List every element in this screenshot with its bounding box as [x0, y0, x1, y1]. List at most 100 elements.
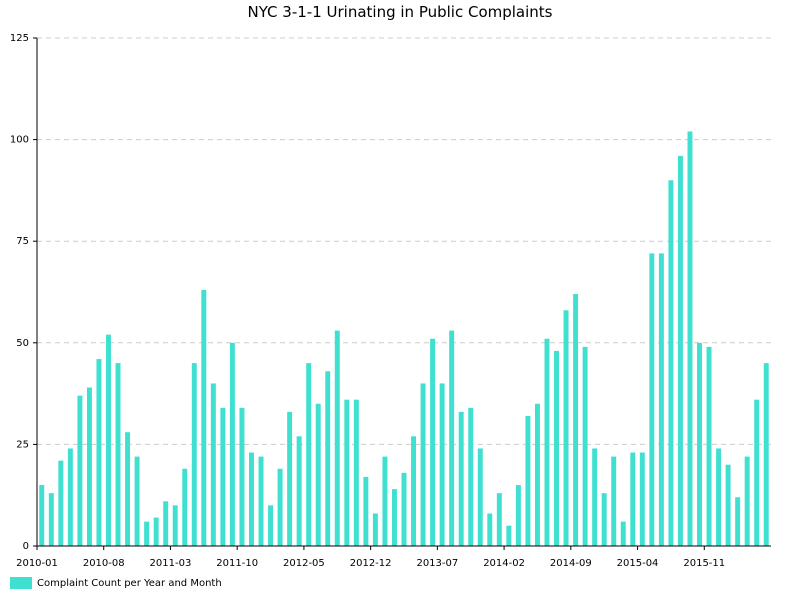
bar [716, 448, 722, 546]
bar [430, 338, 436, 546]
bar [315, 403, 321, 546]
bar [239, 407, 245, 546]
bar [163, 501, 169, 546]
bar [48, 493, 54, 546]
bar [620, 521, 626, 546]
x-tick-label: 2012-12 [350, 558, 392, 569]
chart-title: NYC 3-1-1 Urinating in Public Complaints [247, 3, 553, 21]
tick-labels: 0 25 50 75 100 125 2010-01 2010-08 2011-03 2011-1… [10, 33, 725, 569]
bar [363, 476, 369, 546]
bar [220, 407, 226, 546]
bar [287, 411, 293, 546]
x-tick-label: 2014-02 [483, 558, 525, 569]
x-tick-label: 2014-09 [550, 558, 592, 569]
bar [420, 383, 426, 546]
bar [182, 468, 188, 546]
x-tick-label: 2011-10 [216, 558, 258, 569]
x-tick-label: 2010-08 [83, 558, 125, 569]
bar [201, 289, 207, 546]
y-tick-label: 0 [23, 541, 29, 552]
bar [382, 456, 388, 546]
bar [725, 464, 731, 546]
y-tick-label: 100 [10, 135, 29, 146]
bar [658, 253, 664, 546]
bar [487, 513, 493, 546]
legend-label: Complaint Count per Year and Month [37, 577, 222, 589]
bar [630, 452, 636, 546]
x-tick-label: 2015-04 [617, 558, 659, 569]
bar [391, 489, 397, 546]
bar [668, 180, 674, 547]
x-tick-label: 2010-01 [16, 558, 58, 569]
bar [477, 448, 483, 546]
y-tick-label: 125 [10, 33, 29, 44]
bar [563, 310, 569, 546]
bar [67, 448, 73, 546]
x-tick-label: 2015-11 [683, 558, 725, 569]
bar [639, 452, 645, 546]
bar [611, 456, 617, 546]
x-tick-label: 2011-03 [150, 558, 192, 569]
bar [77, 395, 83, 546]
bar [592, 448, 598, 546]
bar [744, 456, 750, 546]
axes [33, 37, 771, 550]
bar [697, 342, 702, 546]
bar [649, 253, 655, 546]
legend: Complaint Count per Year and Month [10, 577, 222, 589]
bar [96, 359, 102, 546]
bar [449, 330, 455, 546]
bar [687, 131, 693, 547]
y-tick-label: 25 [16, 439, 29, 450]
bar [277, 468, 283, 546]
bar [573, 294, 579, 546]
bar [334, 330, 340, 546]
bar [544, 338, 550, 546]
y-tick-label: 75 [16, 236, 29, 247]
bar [582, 346, 588, 546]
bar [325, 371, 331, 546]
bar [115, 363, 121, 546]
bar [172, 505, 178, 546]
bar [677, 155, 683, 546]
bar [458, 411, 464, 546]
bar [229, 342, 235, 546]
x-tick-label: 2012-05 [283, 558, 325, 569]
bar [134, 456, 140, 546]
bar [411, 436, 417, 546]
bar [554, 350, 559, 546]
bar [268, 505, 274, 546]
bar [306, 363, 312, 546]
bar [439, 383, 445, 546]
bar [506, 525, 512, 546]
bar [210, 383, 216, 546]
bar [58, 460, 64, 546]
bars [39, 131, 769, 547]
bar [763, 363, 769, 546]
bar [86, 387, 92, 546]
bar [735, 497, 741, 546]
bar [601, 493, 607, 546]
bar [249, 452, 254, 546]
bar [258, 456, 264, 546]
bar [525, 415, 531, 546]
bar [496, 493, 502, 546]
y-tick-label: 50 [16, 338, 29, 349]
bar [706, 346, 712, 546]
bar [515, 485, 521, 546]
bar [153, 517, 159, 546]
bar [191, 363, 197, 546]
legend-swatch [10, 577, 32, 589]
bar [344, 399, 350, 546]
bar [468, 407, 474, 546]
bar [534, 403, 540, 546]
bar [39, 485, 45, 546]
bar [353, 399, 359, 546]
x-tick-label: 2013-07 [416, 558, 458, 569]
bar [125, 432, 131, 546]
bar [401, 472, 407, 546]
bar [106, 334, 111, 546]
bar [372, 513, 378, 546]
bar [296, 436, 302, 546]
